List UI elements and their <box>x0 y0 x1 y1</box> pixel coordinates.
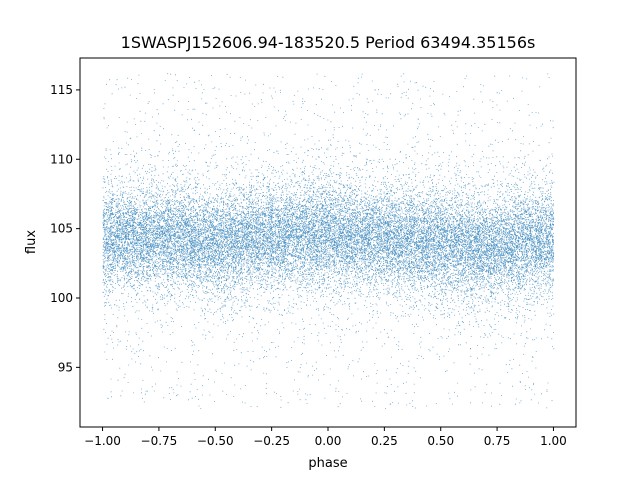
x-tick-label: −1.00 <box>84 434 121 448</box>
y-tick-label: 100 <box>50 291 73 305</box>
x-tick-label: −0.25 <box>253 434 290 448</box>
x-tick-label: 0.25 <box>371 434 398 448</box>
data-points <box>102 73 555 409</box>
x-tick-label: −0.50 <box>197 434 234 448</box>
x-axis-label: phase <box>308 456 347 471</box>
x-tick-label: 1.00 <box>540 434 567 448</box>
y-tick-label: 110 <box>50 152 73 166</box>
y-tick-label: 115 <box>50 83 73 97</box>
x-tick-label: 0.50 <box>427 434 454 448</box>
y-tick-label: 95 <box>58 360 73 374</box>
x-axis: −1.00 −0.75 −0.50 −0.25 0.00 0.25 0.50 0.75 1.00 <box>84 427 567 448</box>
x-tick-label: 0.00 <box>315 434 342 448</box>
y-tick-label: 105 <box>50 222 73 236</box>
y-axis: 95 100 105 110 115 <box>50 83 80 374</box>
x-tick-label: 0.75 <box>484 434 511 448</box>
chart-title: 1SWASPJ152606.94-183520.5 Period 63494.3… <box>121 33 536 52</box>
x-tick-label: −0.75 <box>141 434 178 448</box>
series-points <box>102 73 555 409</box>
y-axis-label: flux <box>24 230 39 254</box>
